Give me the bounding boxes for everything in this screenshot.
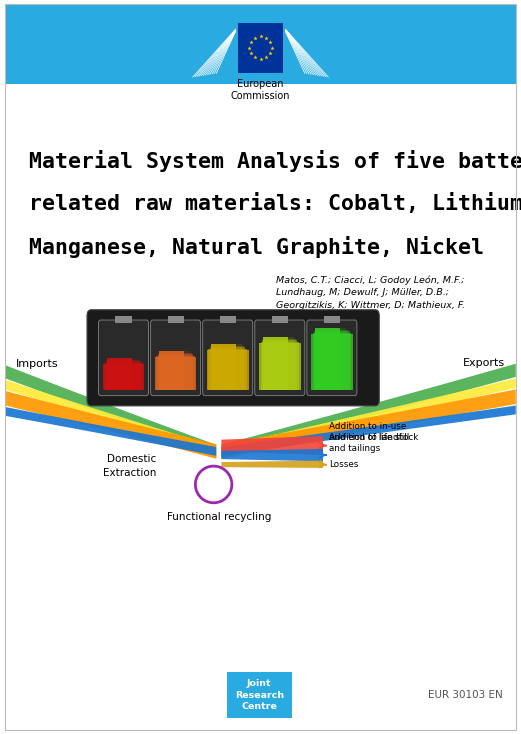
Bar [259, 344, 301, 390]
Bar [324, 316, 340, 323]
Polygon shape [5, 380, 216, 456]
Polygon shape [5, 365, 216, 458]
Bar [107, 358, 132, 390]
Bar [208, 349, 247, 390]
Polygon shape [221, 461, 323, 468]
Polygon shape [221, 449, 323, 462]
Bar [264, 339, 296, 390]
Bar [207, 350, 249, 390]
Text: Losses: Losses [329, 460, 358, 469]
Polygon shape [221, 406, 516, 456]
Bar [317, 328, 346, 390]
Text: Imports: Imports [16, 360, 58, 369]
Bar [155, 357, 196, 390]
Bar [265, 338, 294, 390]
Bar [238, 23, 283, 73]
Text: related raw materials: Cobalt, Lithium,: related raw materials: Cobalt, Lithium, [29, 193, 521, 214]
Text: Exports: Exports [463, 358, 505, 368]
Bar [109, 358, 138, 390]
Text: Material System Analysis of five battery-: Material System Analysis of five battery… [29, 150, 521, 172]
Bar [168, 316, 183, 323]
Polygon shape [221, 364, 516, 458]
Bar [156, 356, 195, 390]
FancyBboxPatch shape [98, 320, 148, 396]
Text: Addition to in-use
and end of life stock: Addition to in-use and end of life stock [329, 422, 418, 442]
Bar [227, 672, 292, 718]
Polygon shape [5, 390, 216, 459]
Bar [161, 352, 190, 390]
Bar [5, 4, 516, 84]
Bar [313, 333, 351, 390]
Bar [262, 341, 297, 390]
Bar [211, 344, 236, 390]
Bar [116, 316, 131, 323]
Text: 2020: 2020 [246, 310, 275, 321]
Text: Domestic
Extraction: Domestic Extraction [103, 454, 156, 478]
FancyBboxPatch shape [151, 320, 201, 396]
Bar [107, 360, 140, 390]
Bar [158, 355, 193, 390]
Polygon shape [221, 390, 516, 459]
Bar [104, 363, 143, 390]
Text: Addition to landfill
and tailings: Addition to landfill and tailings [329, 433, 410, 453]
Bar [212, 346, 244, 390]
FancyBboxPatch shape [87, 310, 379, 406]
Bar [159, 353, 192, 390]
Bar [314, 331, 350, 390]
Polygon shape [5, 407, 216, 456]
Bar [316, 330, 348, 390]
Bar [210, 347, 245, 390]
Text: EUR 30103 EN: EUR 30103 EN [428, 690, 503, 700]
Bar [263, 338, 288, 390]
Text: European
Commission: European Commission [231, 79, 290, 101]
Bar [103, 364, 144, 390]
Text: Functional recycling: Functional recycling [167, 512, 271, 523]
Bar [213, 344, 242, 390]
Bar [272, 316, 288, 323]
Text: Matos, C.T.; Ciacci, L; Godoy León, M.F.;
Lundhaug, M; Dewulf, J; Müller, D.B.;
: Matos, C.T.; Ciacci, L; Godoy León, M.F.… [276, 275, 465, 310]
Text: Manganese, Natural Graphite, Nickel: Manganese, Natural Graphite, Nickel [29, 236, 483, 258]
Bar [159, 352, 184, 390]
Bar [260, 342, 299, 390]
Bar [315, 328, 340, 390]
Text: Joint
Research
Centre: Joint Research Centre [234, 679, 284, 711]
Polygon shape [221, 379, 516, 456]
Bar [106, 361, 141, 390]
FancyBboxPatch shape [203, 320, 253, 396]
FancyBboxPatch shape [255, 320, 305, 396]
Bar [220, 316, 235, 323]
Bar [311, 334, 353, 390]
Polygon shape [221, 436, 323, 455]
FancyBboxPatch shape [307, 320, 357, 396]
